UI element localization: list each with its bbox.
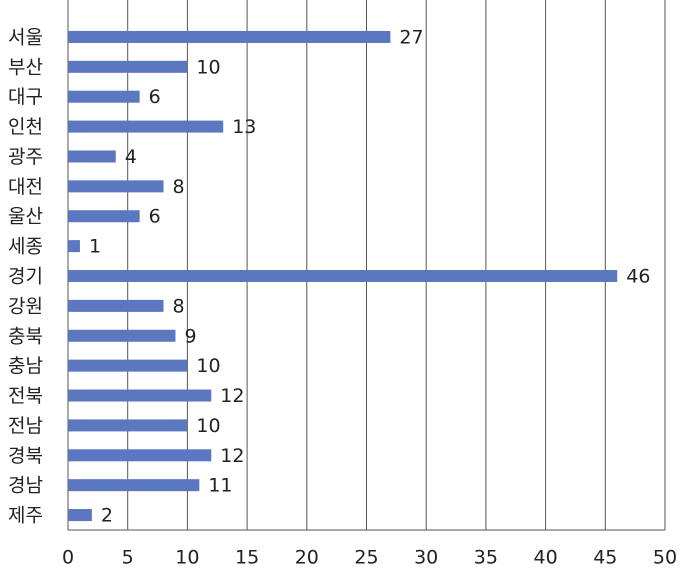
y-tick-label: 울산 xyxy=(8,206,43,228)
y-tick-label: 충남 xyxy=(8,355,43,377)
bar xyxy=(68,90,140,103)
value-label: 12 xyxy=(220,385,244,407)
x-tick-label: 30 xyxy=(414,547,438,569)
bar xyxy=(68,30,391,43)
y-tick-label: 대구 xyxy=(8,86,43,108)
value-label: 12 xyxy=(220,445,244,467)
y-tick-label: 세종 xyxy=(8,236,43,258)
y-tick-label: 강원 xyxy=(8,295,43,317)
bar xyxy=(68,479,200,492)
value-label: 6 xyxy=(149,86,161,108)
y-tick-label: 전북 xyxy=(8,385,43,407)
bar xyxy=(68,449,212,462)
bar xyxy=(68,210,140,223)
value-label: 9 xyxy=(184,325,196,347)
x-tick-label: 45 xyxy=(593,547,617,569)
y-tick-label: 전남 xyxy=(8,415,43,437)
y-tick-label: 경기 xyxy=(8,266,43,288)
value-label: 13 xyxy=(232,116,256,138)
x-tick-label: 35 xyxy=(474,547,498,569)
value-label: 4 xyxy=(125,146,137,168)
bar xyxy=(68,299,164,312)
bar xyxy=(68,180,164,193)
x-tick-label: 10 xyxy=(175,547,199,569)
x-tick-label: 25 xyxy=(354,547,378,569)
x-tick-label: 5 xyxy=(122,547,134,569)
value-label: 27 xyxy=(399,26,423,48)
y-tick-label: 부산 xyxy=(8,56,43,78)
y-tick-label: 경북 xyxy=(8,445,43,467)
value-label: 10 xyxy=(196,355,220,377)
bar xyxy=(68,60,188,73)
value-label: 1 xyxy=(89,236,101,258)
value-label: 46 xyxy=(626,266,650,288)
x-tick-label: 50 xyxy=(653,547,677,569)
y-tick-label: 경남 xyxy=(8,475,43,497)
value-label: 8 xyxy=(173,295,185,317)
value-label: 2 xyxy=(101,505,113,527)
y-tick-label: 제주 xyxy=(8,505,43,527)
x-tick-label: 0 xyxy=(62,547,74,569)
bar xyxy=(68,329,176,342)
value-label: 10 xyxy=(196,415,220,437)
bar xyxy=(68,389,212,402)
bar xyxy=(68,120,224,133)
y-tick-label: 서울 xyxy=(8,26,43,48)
y-tick-label: 광주 xyxy=(8,146,43,168)
bar xyxy=(68,419,188,432)
y-tick-label: 인천 xyxy=(8,116,43,138)
value-label: 11 xyxy=(208,475,232,497)
bar xyxy=(68,270,618,282)
bar xyxy=(68,509,92,522)
x-tick-label: 40 xyxy=(534,547,558,569)
value-label: 10 xyxy=(196,56,220,78)
x-tick-label: 15 xyxy=(235,547,259,569)
bar xyxy=(68,150,116,163)
bar xyxy=(68,359,188,372)
value-label: 8 xyxy=(173,176,185,198)
y-tick-label: 충북 xyxy=(8,325,43,347)
bar xyxy=(68,240,80,253)
y-tick-label: 대전 xyxy=(8,176,43,198)
value-label: 6 xyxy=(149,206,161,228)
x-tick-label: 20 xyxy=(295,547,319,569)
